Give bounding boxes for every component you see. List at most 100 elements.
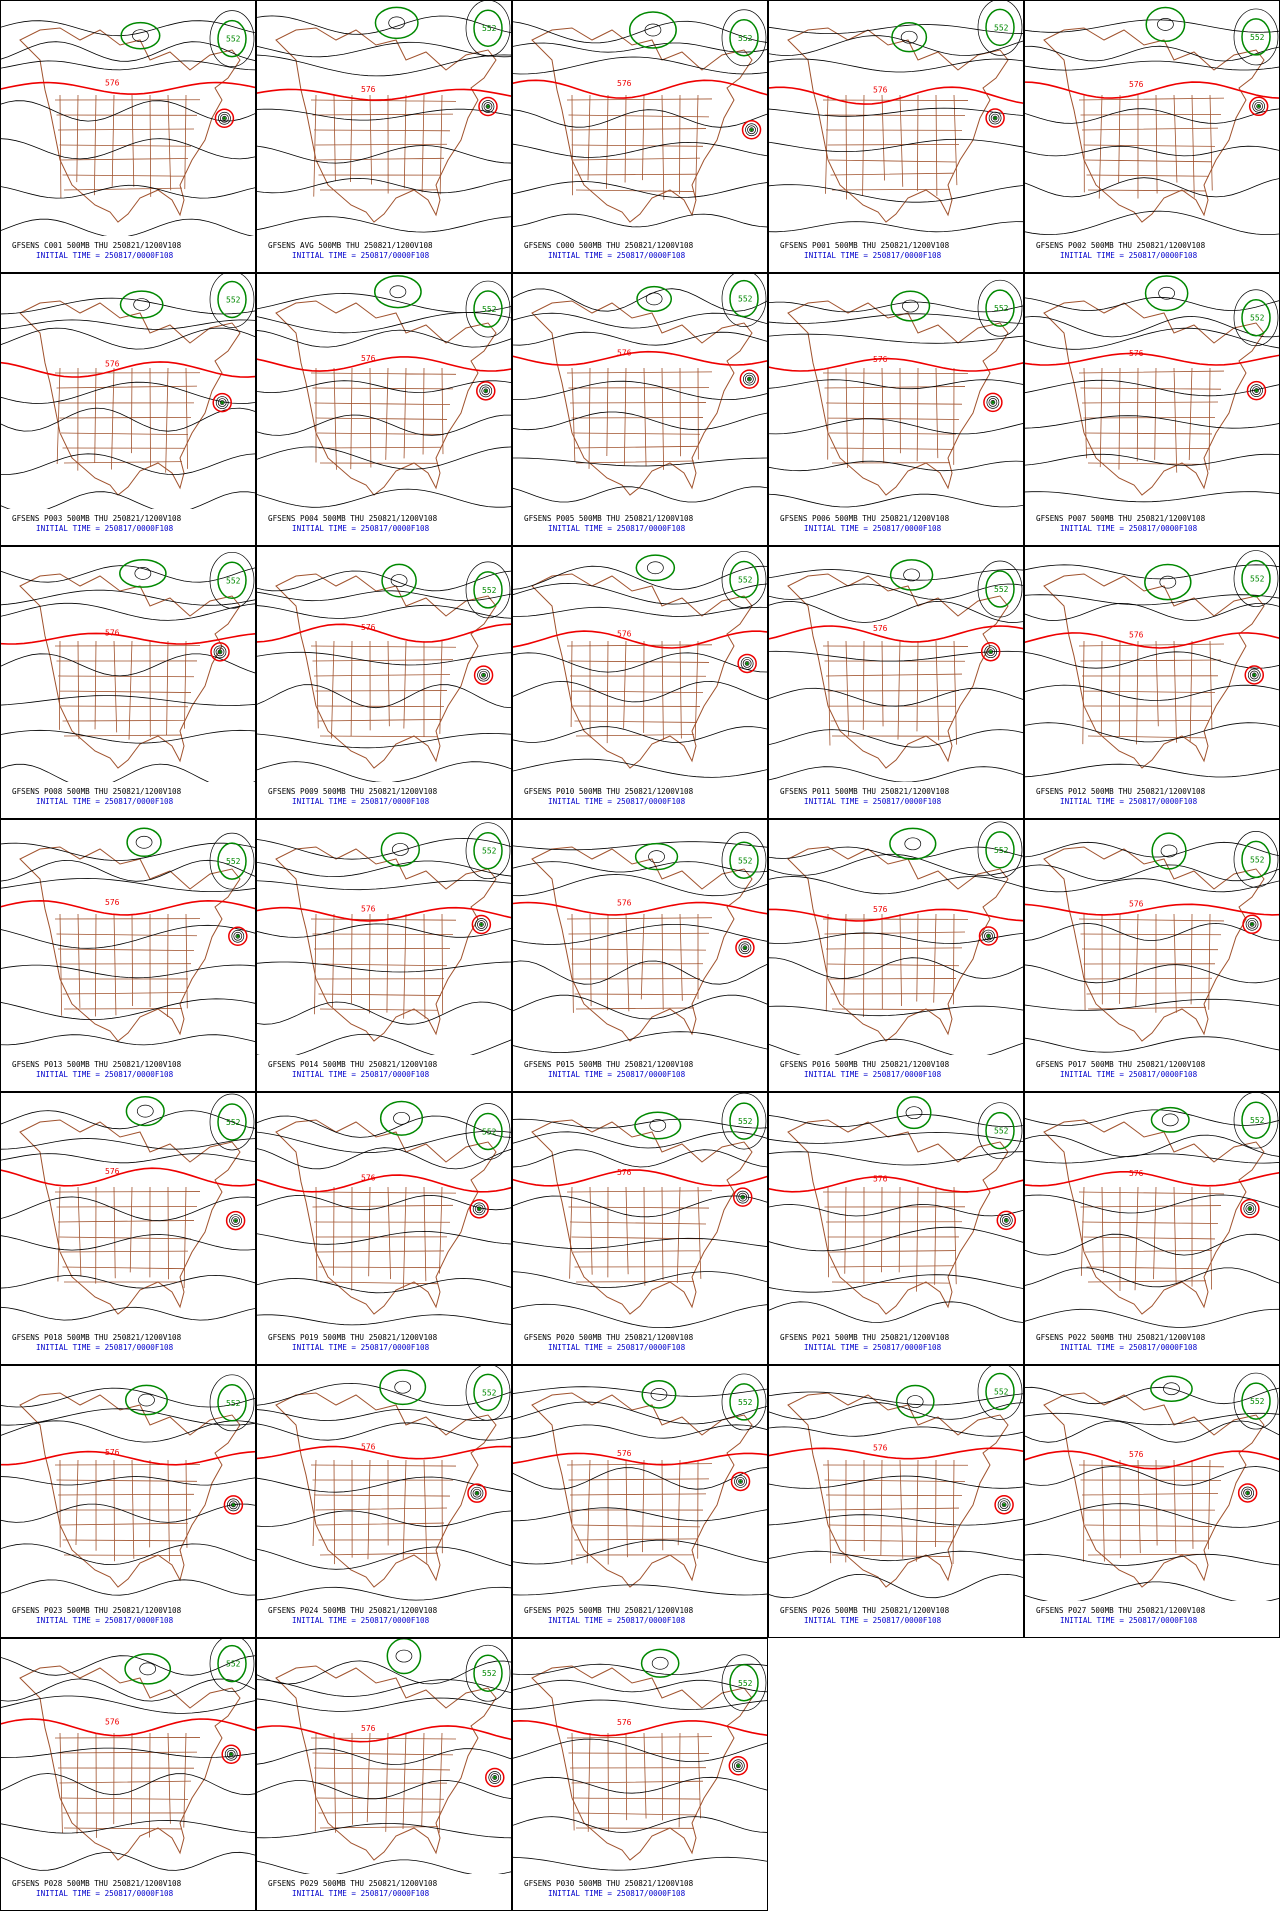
height-contour (1, 1678, 255, 1702)
height-contour (1025, 177, 1279, 198)
contour-label: 576 (617, 630, 632, 639)
height-contour (1, 1773, 255, 1796)
panel-title: GFSENS P010 500MB THU 250821/1200V108 (524, 787, 694, 796)
low-contour (465, 1366, 511, 1421)
panel-title: GFSENS P013 500MB THU 250821/1200V108 (12, 1060, 182, 1069)
height-contour (769, 1301, 1023, 1323)
map-area: 576 552 (257, 275, 511, 508)
storm-contour (479, 922, 484, 927)
contour-label: 552 (994, 1387, 1009, 1396)
height-contour (1025, 1194, 1279, 1214)
height-contour (1025, 564, 1279, 580)
map-panel: 576 552 GFSENS P027 500MB THU 250821/1200V… (1024, 1365, 1280, 1638)
low-552 (379, 1369, 427, 1406)
height-contour (513, 1467, 767, 1490)
low-contour (1233, 550, 1279, 607)
coastline (531, 1665, 753, 1861)
map-area: 576 552 (769, 1096, 1023, 1323)
storm-576 (214, 108, 235, 128)
storm-576 (228, 926, 248, 946)
panel-title: GFSENS P012 500MB THU 250821/1200V108 (1036, 787, 1206, 796)
height-contour (769, 1475, 1023, 1489)
contour-label: 552 (226, 857, 241, 866)
storm-contour (1251, 672, 1257, 678)
panel-frame (768, 1365, 1024, 1638)
map-panel: 576 552 GFSENS AVG 500MB THU 250821/1200V1… (256, 0, 512, 273)
storm-contour (479, 384, 493, 398)
low-contour (645, 292, 663, 306)
map-panel: 576 552 GFSENS P007 500MB THU 250821/1200V… (1024, 273, 1280, 546)
storm-core (741, 1195, 745, 1199)
storm-core (231, 1503, 235, 1507)
storm-contour (474, 1490, 480, 1496)
coastline (1043, 300, 1265, 496)
height-contour (1025, 864, 1279, 882)
panel-frame (768, 273, 1024, 546)
storm-contour (483, 388, 489, 394)
height-contour (1, 565, 255, 583)
panel-title: GFSENS P017 500MB THU 250821/1200V108 (1036, 1060, 1206, 1069)
low-552 (985, 8, 1015, 47)
panel-init-time: INITIAL TIME = 250817/0000F108 (292, 1889, 430, 1898)
low-552 (217, 280, 247, 319)
low-552 (640, 1648, 680, 1678)
storm-576 (996, 1210, 1017, 1231)
storm-576 (1242, 914, 1262, 935)
height-contour (513, 56, 767, 75)
panel-frame (0, 1092, 256, 1365)
low-contour (1233, 8, 1279, 66)
panel-title: GFSENS P019 500MB THU 250821/1200V108 (268, 1333, 438, 1342)
panel-frame (0, 1365, 256, 1638)
height-contour (1025, 45, 1279, 62)
contour-label: 552 (482, 1128, 497, 1137)
height-contour (257, 1147, 511, 1170)
low-contour (395, 1649, 413, 1663)
storm-contour (219, 400, 225, 405)
height-contour (513, 1776, 767, 1794)
low-contour (209, 551, 255, 609)
height-contour (257, 1697, 511, 1712)
low-contour (465, 822, 511, 880)
storm-contour (479, 670, 488, 680)
map-area: 576 552 (1, 1374, 255, 1596)
coastline (19, 1665, 241, 1861)
panel-frame (256, 1638, 512, 1911)
contour-label: 552 (482, 1388, 497, 1397)
storm-core (1246, 1491, 1250, 1495)
low-552 (473, 571, 503, 609)
map-area: 576 552 (513, 1373, 767, 1596)
map-area: 576 552 (257, 1, 511, 233)
contour-576 (769, 908, 1023, 922)
storm-core (993, 116, 997, 120)
low-552 (895, 1384, 935, 1419)
storm-contour (740, 657, 754, 670)
storm-contour (733, 1761, 743, 1771)
storm-core (1257, 104, 1261, 108)
coastline (275, 846, 497, 1042)
height-contour (513, 181, 767, 198)
contour-label: 552 (738, 856, 753, 865)
storm-contour (744, 374, 754, 384)
coastline (531, 1119, 753, 1315)
panel-init-time: INITIAL TIME = 250817/0000F108 (292, 1343, 430, 1352)
low-contour (977, 1102, 1023, 1160)
height-contour (1, 1819, 255, 1834)
height-contour (513, 726, 767, 743)
storm-contour (736, 1190, 750, 1204)
contour-576 (1, 632, 255, 645)
low-552 (641, 1380, 677, 1409)
storm-576 (1240, 1198, 1260, 1219)
height-contour (1025, 60, 1279, 71)
height-contour (1025, 1420, 1279, 1443)
panel-frame (256, 273, 512, 546)
map-panel: 576 552 GFSENS P020 500MB THU 250821/1200V… (512, 1092, 768, 1365)
height-contour (513, 1663, 767, 1676)
contour-576 (1025, 1450, 1279, 1470)
storm-contour (736, 1477, 745, 1486)
low-contour (721, 274, 767, 327)
storm-core (986, 934, 990, 938)
map-area: 576 552 (769, 559, 1023, 782)
state-lines (54, 1459, 201, 1562)
contour-label: 576 (105, 1448, 120, 1457)
height-contour (513, 1195, 767, 1218)
